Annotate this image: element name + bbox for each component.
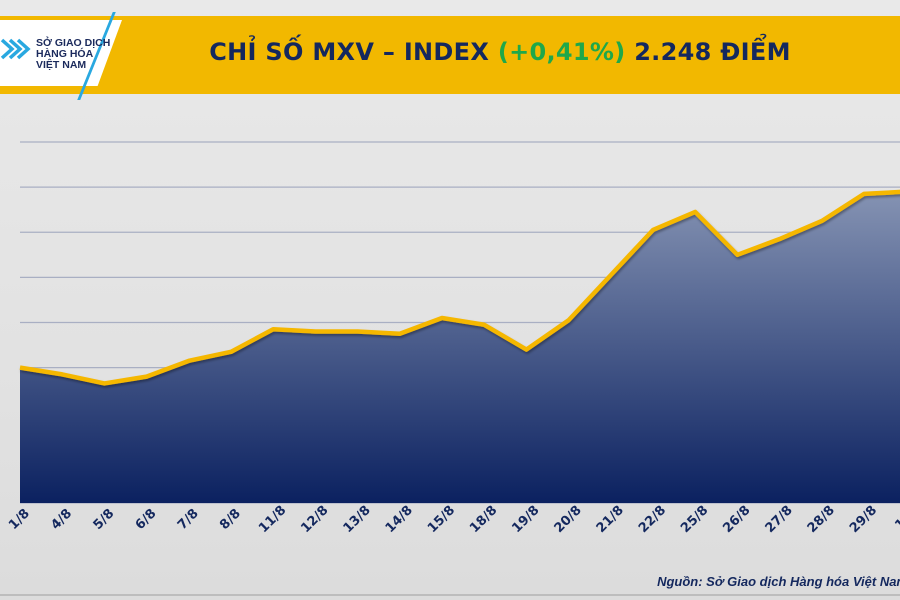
area-fill xyxy=(20,191,900,503)
title-prefix: CHỈ SỐ MXV – INDEX xyxy=(209,38,490,66)
x-tick-label: 7/8 xyxy=(175,506,202,533)
x-tick-label: 18/8 xyxy=(467,503,500,536)
x-tick-label: 4/8 xyxy=(48,506,75,533)
x-tick-label: 5/8 xyxy=(91,506,118,533)
logo-text: SỞ GIAO DỊCH HÀNG HÓA VIỆT NAM xyxy=(36,37,111,71)
x-tick-label: 26/8 xyxy=(720,503,753,536)
x-tick-label: 8/8 xyxy=(217,506,244,533)
x-tick-label: 27/8 xyxy=(763,503,796,536)
x-tick-label: 20/8 xyxy=(552,503,585,536)
x-tick-label: 15/8 xyxy=(425,503,458,536)
bottom-divider xyxy=(0,594,900,596)
x-tick-label: 29/8 xyxy=(847,503,880,536)
x-tick-label: 6/8 xyxy=(133,506,160,533)
chart-title: CHỈ SỐ MXV – INDEX (+0,41%) 2.248 ĐIỂM xyxy=(150,38,850,66)
x-tick-label: 28/8 xyxy=(805,503,838,536)
logo-chevron-icon xyxy=(0,38,31,60)
x-tick-label: 12/8 xyxy=(298,503,331,536)
x-tick-label: 11/8 xyxy=(256,503,289,536)
source-note: Nguồn: Sở Giao dịch Hàng hóa Việt Nam xyxy=(657,574,900,589)
x-tick-label: 14/8 xyxy=(383,503,416,536)
x-tick-label: 21/8 xyxy=(594,503,627,536)
title-value: 2.248 ĐIỂM xyxy=(634,38,791,66)
x-tick-label: 25/8 xyxy=(678,503,711,536)
title-change: (+0,41%) xyxy=(497,38,626,66)
x-tick-label: 13/8 xyxy=(341,503,374,536)
x-tick-label: 19/8 xyxy=(509,503,542,536)
x-tick-label: 1/9 xyxy=(892,506,900,533)
title-banner xyxy=(0,16,900,94)
x-tick-label: 22/8 xyxy=(636,503,669,536)
series-line xyxy=(19,189,900,386)
logo xyxy=(0,20,122,86)
x-tick-label: 1/8 xyxy=(6,506,33,533)
